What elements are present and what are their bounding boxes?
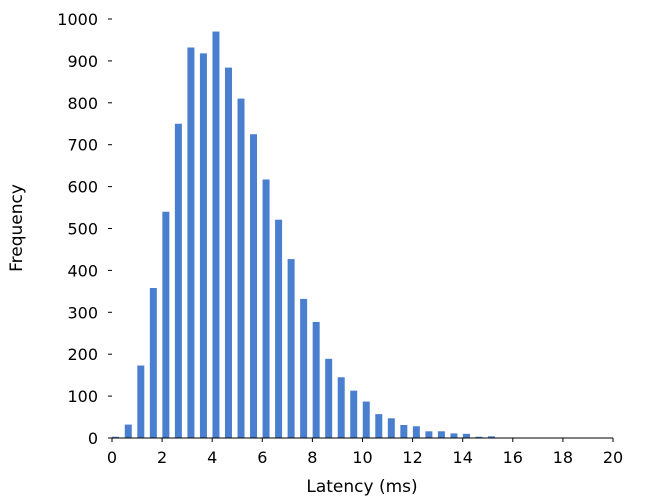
histogram-bar: [187, 47, 195, 439]
x-tick-label: 2: [157, 448, 167, 467]
histogram-bar: [362, 401, 370, 438]
x-tick-label: 8: [307, 448, 317, 467]
histogram-bar: [137, 365, 145, 438]
x-tick-label: 0: [107, 448, 117, 467]
histogram-bar: [475, 436, 483, 438]
y-tick-label: 900: [67, 52, 98, 71]
y-tick-label: 1000: [57, 10, 98, 29]
y-tick-label: 500: [67, 220, 98, 239]
histogram-bar: [450, 433, 458, 438]
x-tick-label: 6: [257, 448, 267, 467]
histogram-bar: [375, 414, 383, 438]
y-tick-label: 300: [67, 303, 98, 322]
histogram-bar: [237, 98, 245, 439]
y-tick-label: 200: [67, 345, 98, 364]
x-tick-label: 10: [352, 448, 372, 467]
x-tick-label: 16: [503, 448, 523, 467]
bars-group: [112, 31, 508, 439]
y-tick-label: 0: [88, 429, 98, 448]
y-tick-label: 800: [67, 94, 98, 113]
histogram-bar: [224, 67, 232, 438]
y-tick-label: 700: [67, 136, 98, 155]
histogram-bar: [400, 425, 408, 438]
x-tick-label: 14: [453, 448, 473, 467]
histogram-bar: [199, 53, 207, 439]
histogram-bar: [437, 431, 445, 438]
x-axis-ticks: 0 2 4 6 8 10 12 14 16 18 20: [107, 438, 623, 467]
histogram-bar: [425, 431, 433, 438]
histogram-bar: [387, 418, 395, 438]
x-tick-label: 12: [402, 448, 422, 467]
y-tick-label: 100: [67, 387, 98, 406]
histogram-bar: [462, 433, 470, 438]
histogram-bar: [337, 377, 345, 438]
histogram-bar: [174, 123, 182, 438]
histogram-bar: [412, 426, 420, 438]
histogram-bar: [312, 321, 320, 438]
histogram-bar: [162, 211, 170, 438]
histogram-bar: [287, 259, 295, 438]
x-tick-label: 20: [603, 448, 623, 467]
histogram-bar: [212, 31, 220, 438]
y-axis-title: Frequency: [7, 184, 27, 272]
histogram-bar: [488, 436, 496, 438]
histogram-bar: [149, 288, 157, 438]
y-tick-label: 600: [67, 178, 98, 197]
x-tick-label: 4: [207, 448, 217, 467]
histogram-bar: [350, 390, 358, 438]
x-axis-title: Latency (ms): [306, 477, 417, 497]
histogram-bar: [262, 179, 270, 439]
histogram-bar: [325, 358, 333, 438]
histogram-bar: [275, 219, 283, 438]
histogram-bar: [250, 134, 258, 439]
x-tick-label: 18: [553, 448, 573, 467]
histogram-bar: [124, 424, 132, 438]
histogram-bar: [112, 436, 120, 438]
histogram-bar: [300, 298, 308, 438]
y-tick-label: 400: [67, 261, 98, 280]
y-axis-ticks: 0 100 200 300 400 500 600 700 800 900 1000: [57, 10, 112, 448]
